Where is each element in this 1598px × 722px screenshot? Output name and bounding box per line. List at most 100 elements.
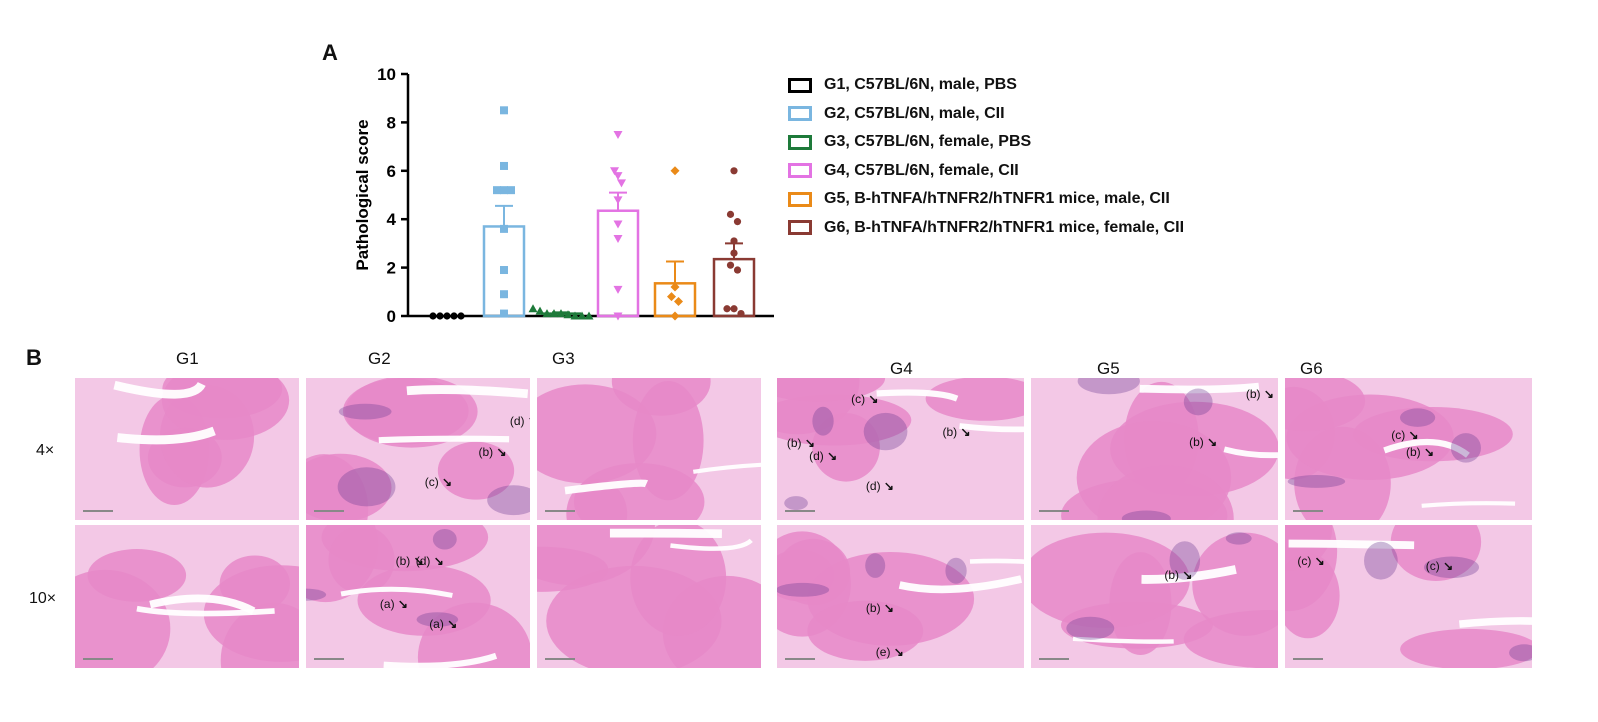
scale-bar: [785, 510, 815, 512]
infiltrate: [416, 612, 459, 627]
tissue-shape: [1097, 465, 1234, 520]
tissue-shape: [417, 602, 530, 668]
legend-swatch: [788, 106, 812, 122]
data-point: [726, 261, 735, 269]
infiltrate: [1121, 510, 1171, 520]
histology-image-g1-4x: [75, 378, 299, 520]
joint-space: [1223, 446, 1278, 459]
data-point: [500, 266, 508, 275]
arrow-icon: ↘: [430, 553, 444, 568]
legend-item: G3, C57BL/6N, female, PBS: [788, 128, 1184, 157]
joint-space: [692, 462, 761, 474]
data-point: [429, 312, 437, 320]
data-point: [549, 309, 559, 318]
legend-label: G5, B-hTNFA/hTNFR2/hTNFR1 mice, male, CI…: [824, 190, 1170, 208]
infiltrate: [1423, 556, 1480, 579]
arrow-icon: ↘: [890, 645, 904, 660]
histology-image-g2-4x: (d) ↘ (b) ↘ (c) ↘: [306, 378, 530, 520]
annotation-label: (b) ↘: [478, 444, 507, 459]
data-point: [730, 305, 738, 313]
tissue-shape: [306, 454, 369, 520]
legend-label: G2, C57BL/6N, male, CII: [824, 104, 1005, 122]
legend-item: G5, B-hTNFA/hTNFR2/hTNFR1 mice, male, CI…: [788, 185, 1184, 214]
data-point: [500, 106, 508, 115]
histology-image-g6-4x: (c) ↘ (b) ↘: [1285, 378, 1532, 520]
column-label-g4: G4: [890, 359, 913, 378]
infiltrate: [1450, 433, 1481, 463]
scale-bar: [545, 658, 575, 660]
infiltrate: [812, 406, 834, 436]
tissue-shape: [437, 441, 515, 500]
data-point: [613, 312, 623, 321]
row-label-10x: 10×: [29, 590, 57, 607]
annotation-label: (c) ↘: [851, 392, 879, 407]
data-point: [500, 186, 508, 195]
infiltrate: [337, 467, 396, 507]
data-point: [617, 179, 626, 188]
arrow-icon: ↘: [394, 596, 408, 611]
infiltrate: [777, 582, 830, 597]
data-point: [450, 312, 458, 320]
joint-space: [1288, 539, 1415, 550]
annotation-label: (b) ↘: [786, 436, 815, 451]
legend-label: G4, C57BL/6N, female, CII: [824, 161, 1019, 179]
legend-swatch: [788, 134, 812, 150]
data-point: [737, 309, 745, 318]
data-point: [674, 296, 683, 306]
scale-bar: [785, 658, 815, 660]
data-point: [613, 285, 623, 294]
legend: G1, C57BL/6N, male, PBS G2, C57BL/6N, mal…: [788, 71, 1184, 242]
data-point: [730, 237, 738, 245]
data-point: [535, 306, 545, 315]
data-point: [670, 166, 680, 176]
joint-space: [378, 435, 510, 444]
column-label-g5: G5: [1097, 359, 1120, 378]
infiltrate: [863, 412, 908, 451]
annotation-label: (b) ↘: [942, 424, 971, 439]
joint-space: [1141, 565, 1237, 584]
infiltrate: [1400, 408, 1436, 427]
joint-space: [113, 380, 206, 399]
data-point: [507, 186, 515, 195]
histology-image-g3-4x: [537, 378, 761, 520]
tissue-shape: [807, 600, 924, 661]
legend-swatch: [788, 220, 812, 236]
annotation-label: (b) ↘: [1164, 567, 1193, 582]
y-tick-label: 4: [387, 210, 397, 229]
data-point: [723, 305, 731, 313]
joint-space: [1072, 636, 1174, 644]
data-point: [556, 309, 566, 318]
y-tick-label: 6: [387, 162, 396, 181]
data-point: [670, 311, 680, 321]
tissue-shape: [1285, 553, 1340, 639]
legend-item: G4, C57BL/6N, female, CII: [788, 157, 1184, 186]
data-point: [667, 292, 676, 302]
tissue-shape: [1285, 378, 1366, 432]
infiltrate: [432, 528, 457, 550]
tissue-shape: [1031, 532, 1190, 628]
annotation-label: (b) ↘: [865, 600, 894, 615]
data-point: [726, 210, 735, 218]
histology-image-g6-10x: (c) ↘ (c) ↘: [1285, 525, 1532, 668]
legend-item: G6, B-hTNFA/hTNFR2/hTNFR1 mice, female, …: [788, 214, 1184, 243]
annotation-label: (e) ↘: [875, 645, 904, 660]
data-point: [443, 312, 451, 320]
data-point: [457, 312, 465, 320]
y-axis-title: Pathological score: [353, 119, 372, 270]
panel-a-letter: A: [322, 40, 338, 65]
data-point: [730, 167, 738, 175]
arrow-icon: ↘: [1439, 559, 1454, 574]
histology-image-g4-10x: (b) ↘ (e) ↘: [777, 525, 1024, 668]
data-point: [542, 309, 552, 318]
annotation-label: (b) ↘: [1406, 444, 1435, 459]
arrow-icon: ↘: [1260, 386, 1274, 401]
tissue-shape: [1400, 628, 1532, 668]
infiltrate: [1225, 532, 1252, 545]
arrow-icon: ↘: [801, 436, 815, 451]
arrow-icon: ↘: [1311, 553, 1325, 568]
scale-bar: [83, 658, 113, 660]
arrow-icon: ↘: [880, 600, 894, 615]
infiltrate: [487, 485, 530, 516]
arrow-icon: ↘: [1179, 567, 1193, 582]
